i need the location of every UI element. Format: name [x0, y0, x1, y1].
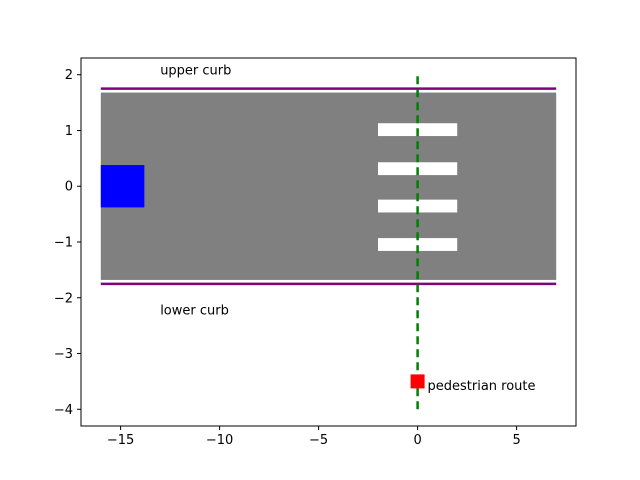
- y-tick-label: 1: [65, 124, 73, 139]
- annotations: upper curb lower curb pedestrian route: [160, 64, 535, 394]
- x-axis: −15 −10 −5 0 5: [107, 426, 521, 448]
- x-tick-label: −5: [309, 433, 328, 448]
- pedestrian-marker: [410, 374, 425, 389]
- y-tick-label: 2: [65, 68, 73, 83]
- pedestrian-route-label: pedestrian route: [428, 379, 536, 394]
- crosswalk-stripe-3: [378, 199, 458, 213]
- y-tick-label: −4: [54, 403, 73, 418]
- x-tick-label: 5: [512, 433, 520, 448]
- y-tick-label: 0: [65, 180, 73, 195]
- y-tick-label: −2: [54, 291, 73, 306]
- upper-curb-label: upper curb: [160, 64, 231, 79]
- y-axis: −4 −3 −2 −1 0 1 2: [54, 68, 81, 418]
- y-tick-label: −3: [54, 347, 73, 362]
- x-tick-label: −15: [107, 433, 134, 448]
- vehicle-marker: [100, 165, 145, 208]
- crosswalk-stripe-4: [378, 238, 458, 251]
- road-surface: [100, 92, 557, 280]
- x-tick-label: 0: [413, 433, 421, 448]
- lower-curb-label: lower curb: [160, 303, 229, 318]
- y-tick-label: −1: [54, 236, 73, 251]
- x-tick-label: −10: [206, 433, 233, 448]
- plot-area: [100, 74, 557, 410]
